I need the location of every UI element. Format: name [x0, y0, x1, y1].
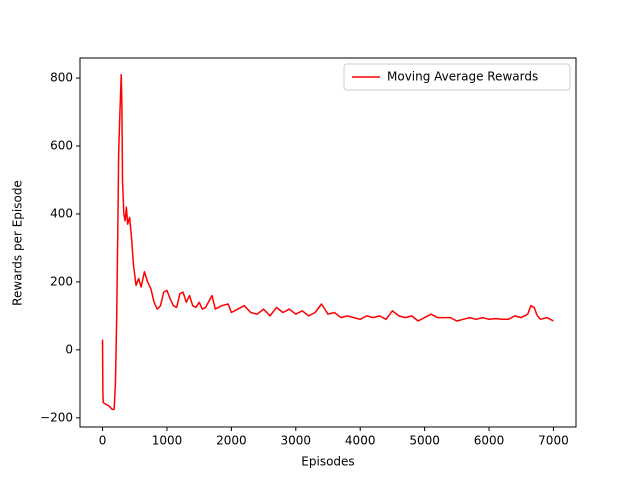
x-tick-label: 7000 — [538, 434, 569, 448]
x-tick-label: 4000 — [345, 434, 376, 448]
x-tick-label: 3000 — [281, 434, 312, 448]
legend-box — [343, 63, 571, 91]
x-tick-label: 6000 — [474, 434, 505, 448]
x-tick-label: 0 — [99, 434, 107, 448]
y-tick-label: 200 — [50, 274, 73, 288]
y-axis-label: Rewards per Episode — [11, 180, 25, 306]
x-tick-label: 5000 — [409, 434, 440, 448]
x-axis-label: Episodes — [301, 455, 354, 469]
y-tick-label: 600 — [50, 139, 73, 153]
legend-label: Moving Average Rewards — [387, 70, 538, 84]
plot-frame — [79, 57, 577, 428]
y-tick-label: −200 — [40, 410, 73, 424]
x-tick-label: 2000 — [216, 434, 247, 448]
y-tick-label: 800 — [50, 71, 73, 85]
x-tick-label: 1000 — [152, 434, 183, 448]
y-tick-label: 0 — [65, 342, 73, 356]
line — [101, 73, 554, 411]
y-tick-label: 400 — [50, 206, 73, 220]
